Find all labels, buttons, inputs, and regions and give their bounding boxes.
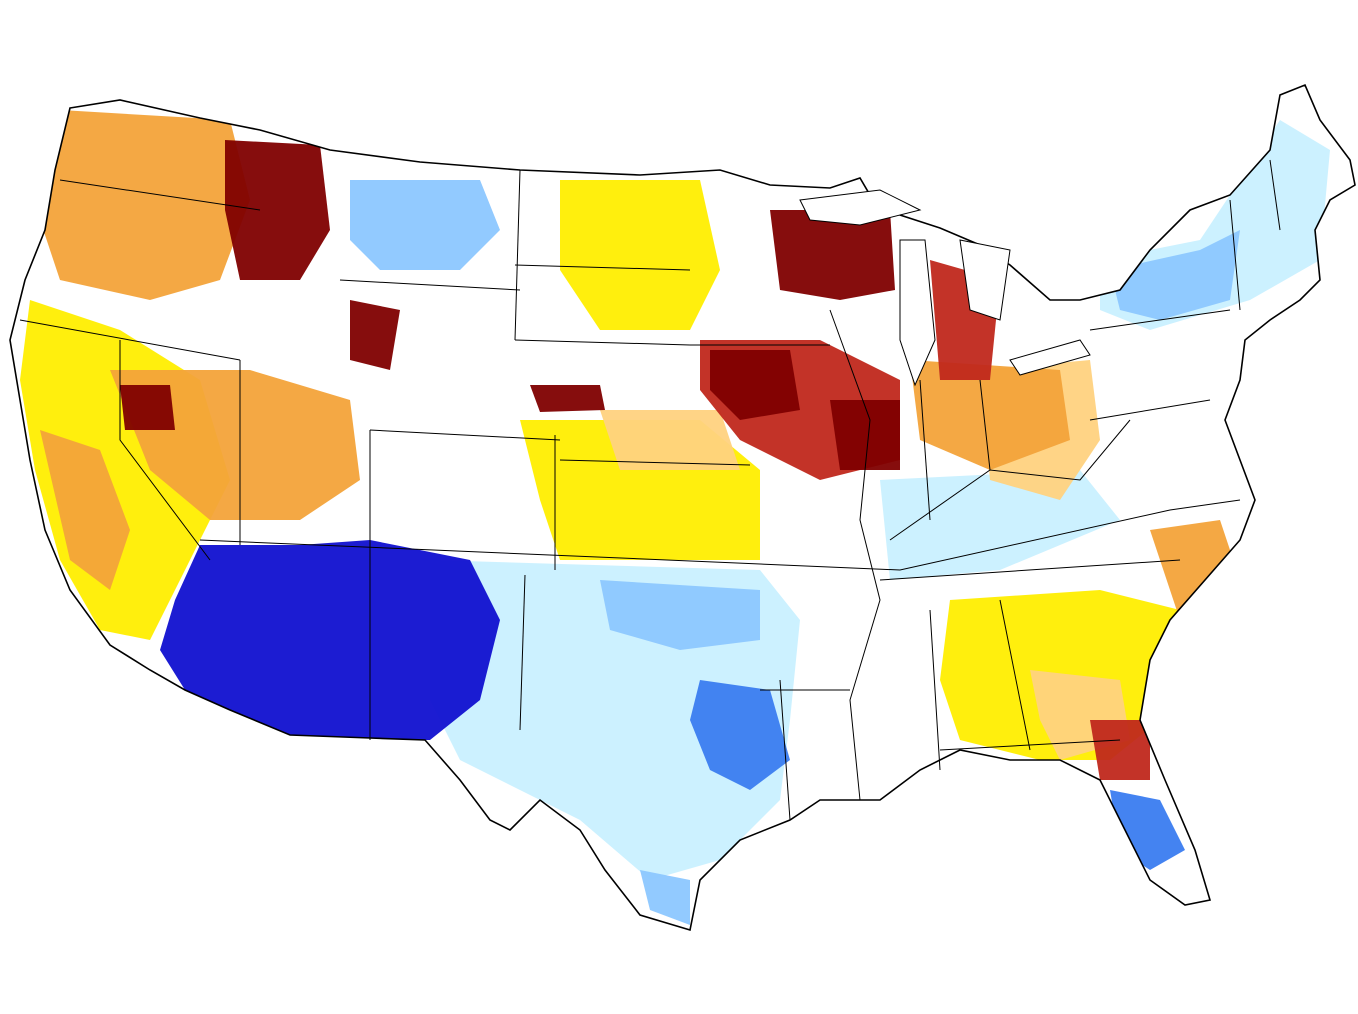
- border-mt-wy: [339, 279, 521, 291]
- region-south-texas: [640, 870, 690, 925]
- region-kansas: [600, 410, 740, 470]
- border-ohio-river: [889, 419, 1131, 541]
- border-36n: [199, 499, 1241, 571]
- border-ok-tx: [519, 574, 526, 731]
- border-tx-la: [779, 679, 791, 821]
- region-nevada-spot: [120, 385, 175, 430]
- region-desert-southwest: [160, 540, 500, 740]
- border-miss-river: [829, 309, 881, 801]
- border-west-2: [19, 319, 241, 361]
- border-ga-fl: [939, 739, 1121, 751]
- border-in-oh: [979, 379, 991, 471]
- border-dakotas: [514, 264, 691, 271]
- border-ms-al: [929, 609, 941, 771]
- border-il-in: [919, 379, 931, 521]
- region-wyoming: [350, 300, 400, 370]
- border-tn: [879, 559, 1181, 581]
- state-borders: [19, 159, 1281, 821]
- region-dakotas-yellow: [560, 180, 720, 330]
- lake-superior: [799, 189, 922, 226]
- region-northern-plains-montana: [350, 180, 500, 270]
- region-oklahoma: [600, 580, 760, 650]
- region-nebraska-spot: [530, 385, 605, 412]
- lake-erie: [1009, 339, 1091, 376]
- region-pacific-northwest: [40, 110, 250, 300]
- border-40n: [369, 429, 561, 441]
- border-al-ga: [999, 599, 1031, 751]
- region-northern-florida: [1090, 720, 1150, 780]
- border-ca-nv: [119, 340, 211, 561]
- border-pa: [1089, 309, 1231, 331]
- region-central-texas: [690, 680, 790, 790]
- lake-huron: [959, 239, 1011, 321]
- border-ne-states: [1229, 199, 1241, 311]
- border-pa-md: [1089, 399, 1211, 421]
- region-california-orange: [40, 430, 130, 590]
- region-missouri-illinois: [830, 400, 900, 470]
- border-ks-ok: [559, 459, 751, 466]
- lake-michigan: [899, 239, 936, 387]
- region-northern-rockies: [225, 140, 330, 280]
- border-ne-ks: [514, 339, 691, 346]
- border-west-1: [59, 179, 261, 211]
- region-new-york: [1110, 230, 1240, 320]
- region-indiana-ohio: [910, 360, 1070, 470]
- region-upper-midwest: [770, 210, 895, 300]
- border-me-nh: [1269, 159, 1281, 231]
- border-wy-ne: [514, 169, 521, 341]
- region-iowa: [710, 350, 800, 420]
